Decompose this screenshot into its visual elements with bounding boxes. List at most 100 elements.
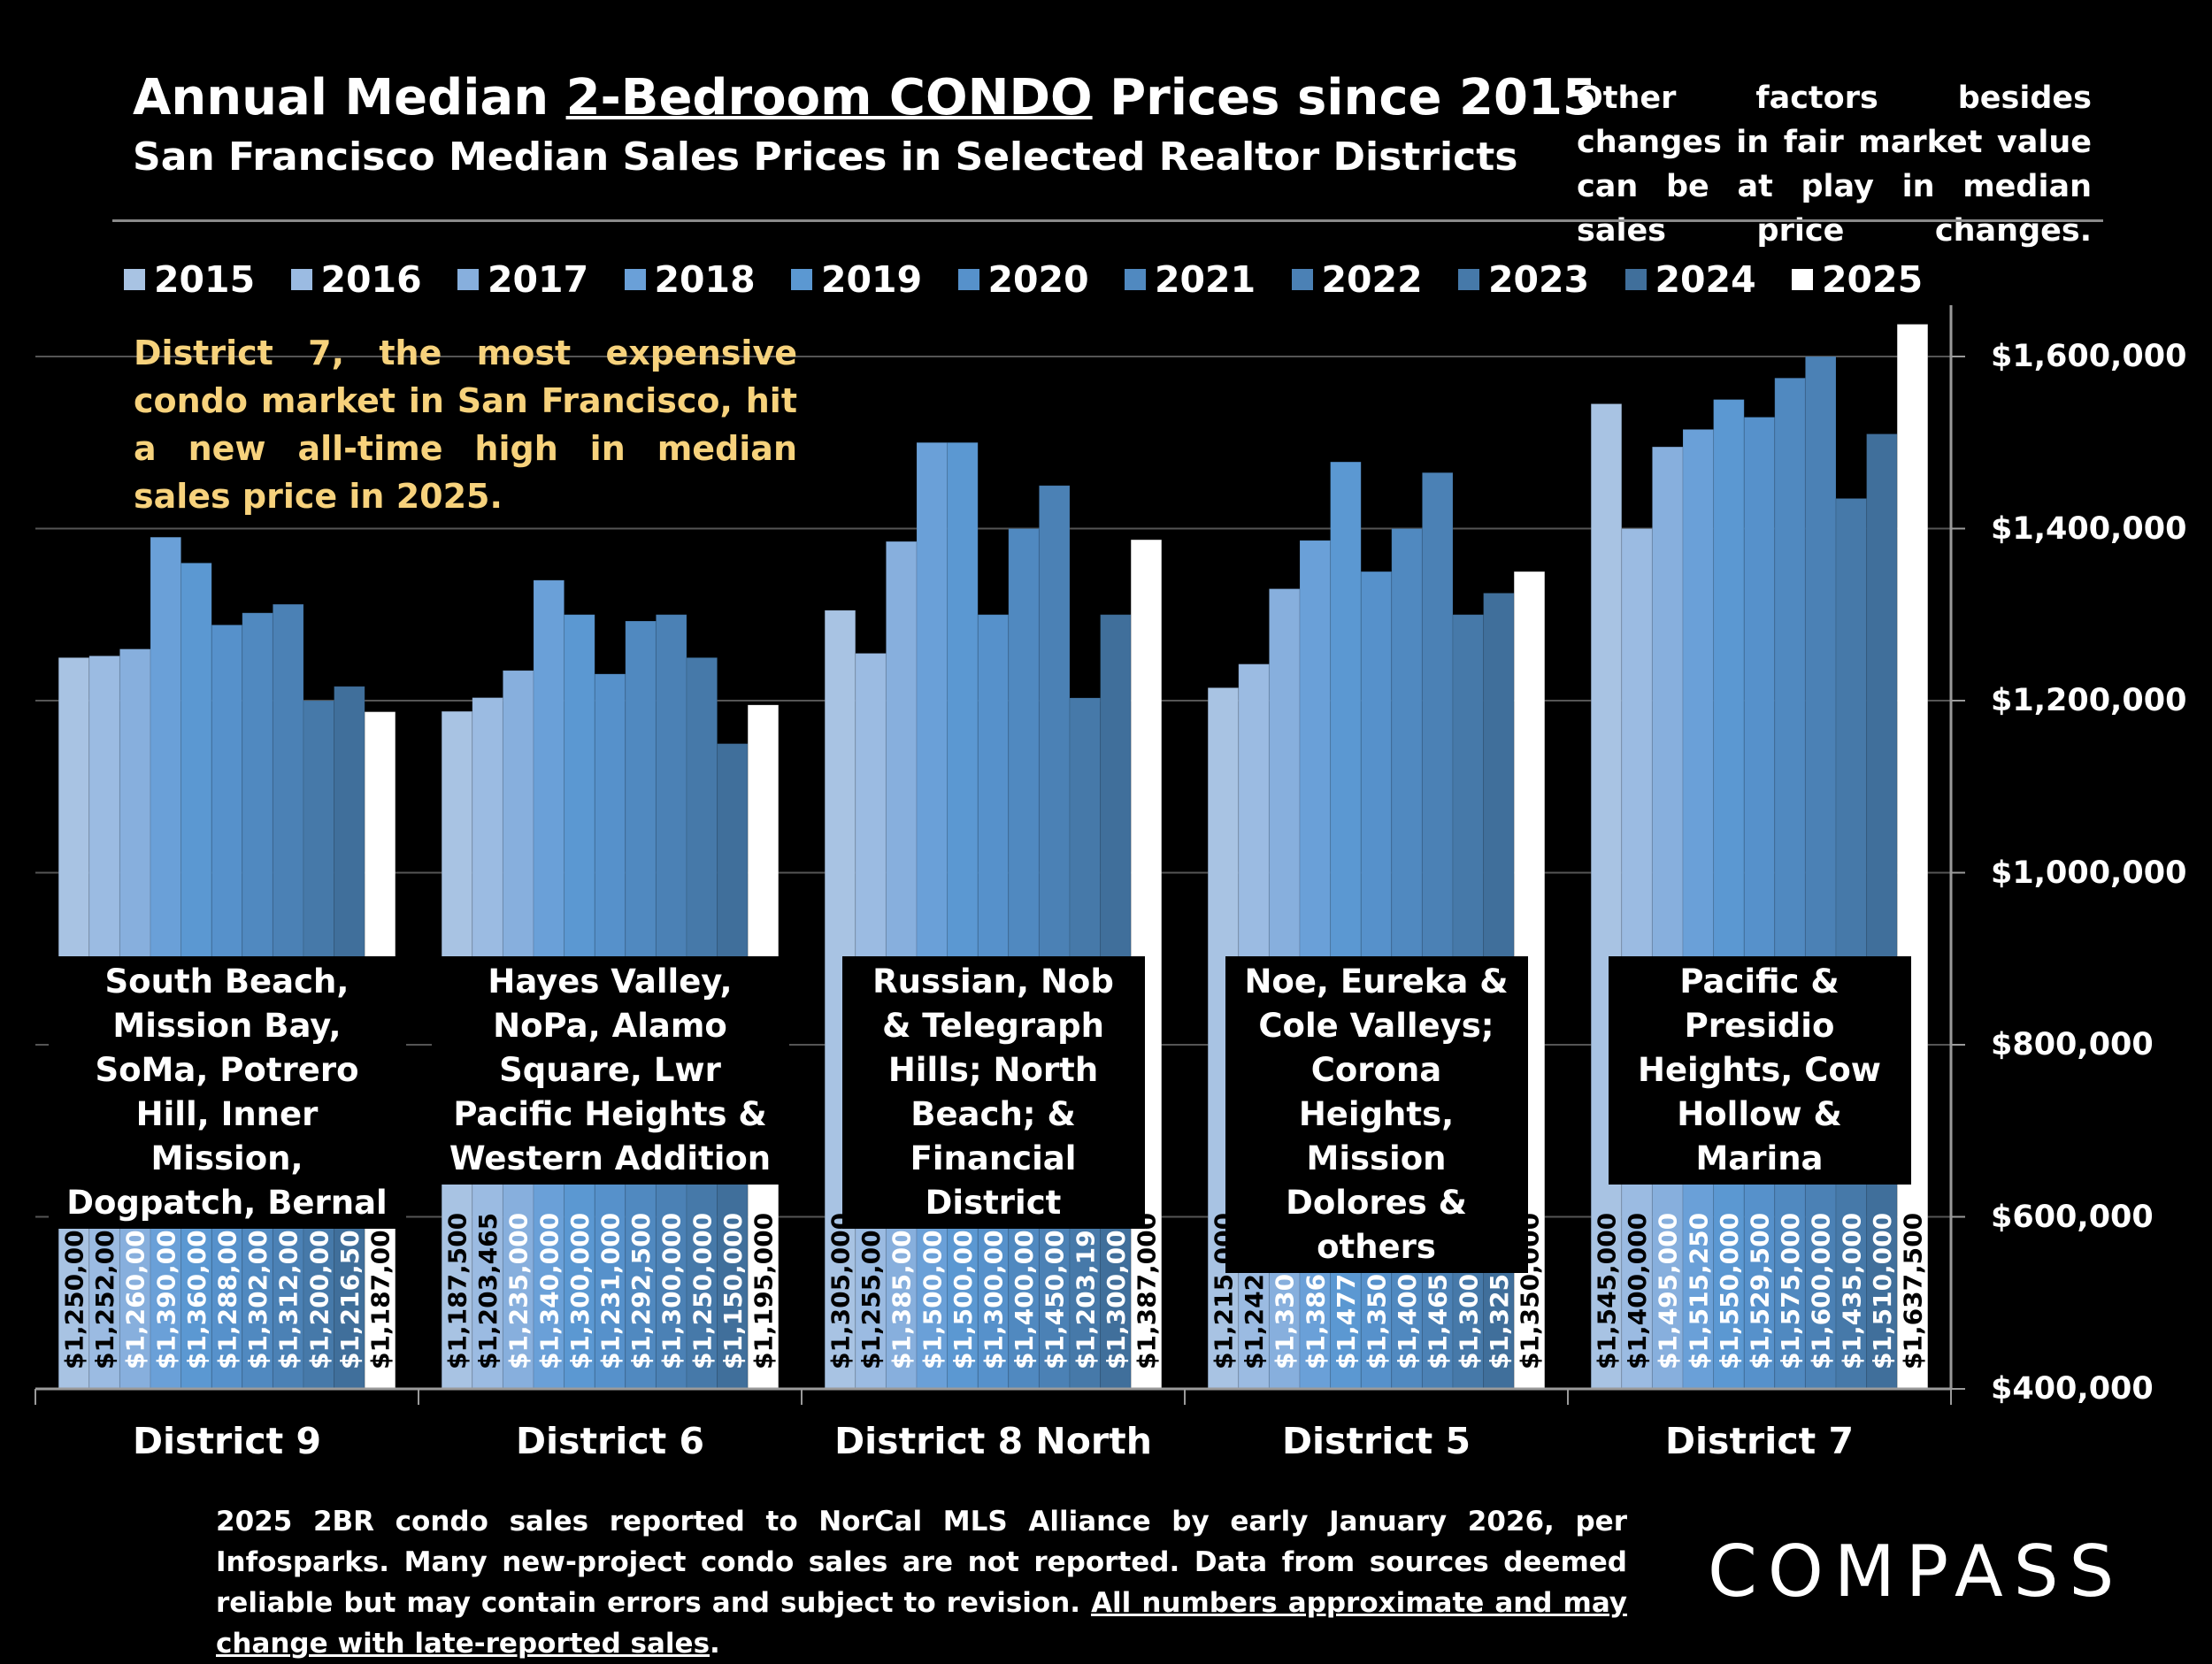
title-prefix: Annual Median (133, 69, 566, 127)
title-divider (112, 219, 2103, 222)
x-category-label: District 6 (515, 1420, 705, 1462)
x-category-label: District 8 North (834, 1420, 1152, 1462)
x-category-label: District 5 (1281, 1420, 1471, 1462)
district-description: Russian, Nob & Telegraph Hills; North Be… (841, 956, 1145, 1229)
legend-item-2023: 2023 (1458, 258, 1625, 301)
legend-swatch (1624, 269, 1647, 290)
footnote: 2025 2BR condo sales reported to NorCal … (216, 1501, 1627, 1664)
data-label: $1,495,000 (1654, 1213, 1683, 1369)
district-description: Hayes Valley, NoPa, Alamo Square, Lwr Pa… (431, 956, 789, 1185)
legend-label: 2020 (987, 258, 1089, 301)
data-label: $1,235,000 (504, 1213, 534, 1369)
data-label: $1,200,000 (304, 1213, 334, 1369)
legend-item-2015: 2015 (124, 258, 291, 301)
data-label: $1,300,000 (657, 1213, 687, 1369)
data-label: $1,260,000 (121, 1213, 150, 1369)
bar-2024 (1866, 433, 1898, 1390)
legend-label: 2015 (154, 258, 256, 301)
bar-2022 (1038, 485, 1071, 1390)
data-label: $1,500,000 (949, 1213, 978, 1369)
data-label: $1,300,000 (1102, 1213, 1131, 1369)
data-label: $1,360,000 (182, 1213, 211, 1369)
data-label: $1,292,500 (626, 1213, 656, 1369)
data-label: $1,216,500 (335, 1213, 365, 1369)
data-label: $1,545,000 (1593, 1213, 1622, 1369)
legend-item-2018: 2018 (624, 258, 792, 301)
x-category-label: District 9 (132, 1420, 322, 1462)
legend-item-2020: 2020 (957, 258, 1125, 301)
y-tick-label: $1,000,000 (1991, 855, 2187, 891)
data-label: $1,252,000 (90, 1213, 119, 1369)
bar-2018 (916, 441, 949, 1390)
data-label: $1,203,190 (1071, 1213, 1100, 1369)
legend: 2015 2016 2017 2018 2019 2020 2021 2022 2023 2024… (124, 258, 1959, 301)
legend-label: 2019 (821, 258, 923, 301)
data-label: $1,187,500 (443, 1213, 472, 1369)
data-label: $1,600,000 (1807, 1213, 1836, 1369)
bar-2025 (1896, 324, 1929, 1390)
legend-item-2021: 2021 (1125, 258, 1292, 301)
data-label: $1,510,000 (1868, 1213, 1897, 1369)
data-label: $1,387,000 (1133, 1213, 1162, 1369)
data-label: $1,150,000 (718, 1213, 748, 1369)
data-label: $1,312,000 (274, 1213, 303, 1369)
legend-swatch (1458, 269, 1479, 290)
footnote-underlined: All numbers approximate and may change w… (216, 1587, 1627, 1660)
data-label: $1,637,500 (1899, 1213, 1928, 1369)
bar-2022 (1804, 356, 1837, 1390)
x-category-label: District 7 (1664, 1420, 1855, 1462)
y-tick-label: $600,000 (1991, 1199, 2154, 1235)
data-label: $1,255,000 (856, 1213, 886, 1369)
data-label: $1,340,000 (534, 1213, 564, 1369)
data-label: $1,250,000 (60, 1213, 89, 1369)
footnote-text: 2025 2BR condo sales reported to NorCal … (216, 1506, 1627, 1619)
legend-item-2019: 2019 (791, 258, 958, 301)
data-label: $1,575,000 (1776, 1213, 1805, 1369)
data-label: $1,302,000 (243, 1213, 273, 1369)
legend-label: 2023 (1488, 258, 1590, 301)
data-label: $1,250,000 (687, 1213, 717, 1369)
district-description: South Beach, Mission Bay, SoMa, Potrero … (48, 956, 406, 1229)
data-label: $1,550,000 (1715, 1213, 1744, 1369)
y-tick-label: $1,200,000 (1991, 683, 2187, 718)
data-label: $1,385,000 (887, 1213, 917, 1369)
callout-text: District 7, the most expensive condo mar… (134, 334, 797, 516)
district-description: Noe, Eureka & Cole Valleys; Corona Heigh… (1225, 956, 1528, 1273)
district-description: Pacific & Presidio Heights, Cow Hollow &… (1608, 956, 1911, 1185)
legend-label: 2017 (488, 258, 589, 301)
chart-subtitle: San Francisco Median Sales Prices in Sel… (133, 134, 1518, 180)
data-label: $1,288,000 (213, 1213, 242, 1369)
legend-swatch (290, 269, 312, 290)
legend-swatch (1291, 269, 1313, 290)
title-suffix: Prices since 2015 (1092, 69, 1597, 127)
legend-label: 2024 (1655, 258, 1756, 301)
y-tick-label: $400,000 (1991, 1371, 2154, 1407)
data-label: $1,500,000 (918, 1213, 947, 1369)
data-label: $1,300,000 (979, 1213, 1009, 1369)
compass-logo: COMPASS (1708, 1530, 2125, 1613)
legend-swatch (124, 269, 145, 290)
bar-2023 (1835, 497, 1868, 1390)
bar-2017 (1651, 446, 1684, 1390)
legend-label: 2022 (1321, 258, 1423, 301)
data-label: $1,203,465 (473, 1213, 503, 1369)
legend-item-2025: 2025 (1792, 258, 1959, 301)
bar-2020 (1743, 417, 1776, 1390)
legend-item-2024: 2024 (1624, 258, 1793, 301)
data-label: $1,400,000 (1010, 1213, 1039, 1369)
bar-2025 (1130, 539, 1163, 1390)
bar-2019 (1713, 399, 1745, 1390)
data-label: $1,435,000 (1837, 1213, 1866, 1369)
title-underlined: 2-Bedroom CONDO (565, 69, 1093, 127)
bar-2015 (1590, 403, 1623, 1390)
data-label: $1,529,500 (1746, 1213, 1775, 1369)
data-label: $1,300,000 (565, 1213, 595, 1369)
legend-swatch (624, 269, 646, 290)
y-tick-label: $1,400,000 (1991, 510, 2187, 547)
legend-label: 2021 (1155, 258, 1256, 301)
data-label: $1,390,000 (151, 1213, 180, 1369)
data-label: $1,450,000 (1041, 1213, 1070, 1369)
legend-label: 2025 (1822, 258, 1924, 301)
data-label: $1,195,000 (749, 1213, 779, 1369)
legend-swatch (791, 269, 812, 290)
